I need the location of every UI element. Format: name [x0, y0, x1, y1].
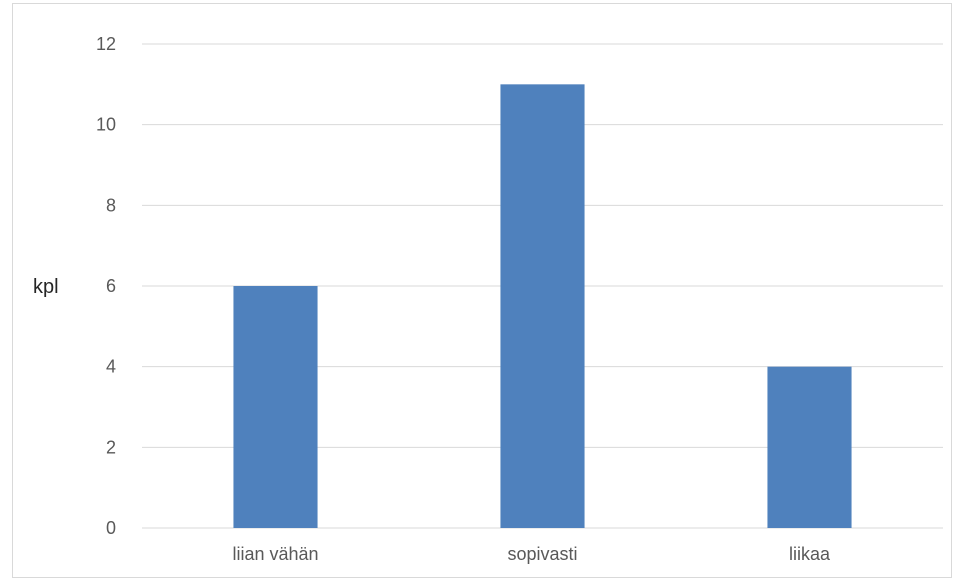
y-tick-label: 0: [106, 518, 116, 538]
y-axis-title: kpl: [33, 276, 59, 298]
y-tick-label: 6: [106, 276, 116, 296]
x-tick-labels: liian vähän sopivasti liikaa: [232, 544, 831, 564]
x-tick-label: sopivasti: [507, 544, 577, 564]
y-tick-label: 12: [96, 34, 116, 54]
y-tick-label: 10: [96, 115, 116, 135]
bar: [500, 84, 585, 528]
bar: [767, 366, 852, 528]
x-tick-label: liikaa: [789, 544, 831, 564]
chart-frame: 0 2 4 6 8 10 12 liian vähän sopivasti liikaa kpl: [12, 3, 952, 578]
y-tick-label: 2: [106, 437, 116, 457]
y-tick-labels: 0 2 4 6 8 10 12: [96, 34, 116, 538]
x-tick-label: liian vähän: [232, 544, 318, 564]
bar: [233, 286, 318, 528]
bars: [233, 84, 852, 528]
bar-chart: 0 2 4 6 8 10 12 liian vähän sopivasti liikaa kpl: [33, 34, 943, 564]
y-tick-label: 8: [106, 195, 116, 215]
y-tick-label: 4: [106, 357, 116, 377]
